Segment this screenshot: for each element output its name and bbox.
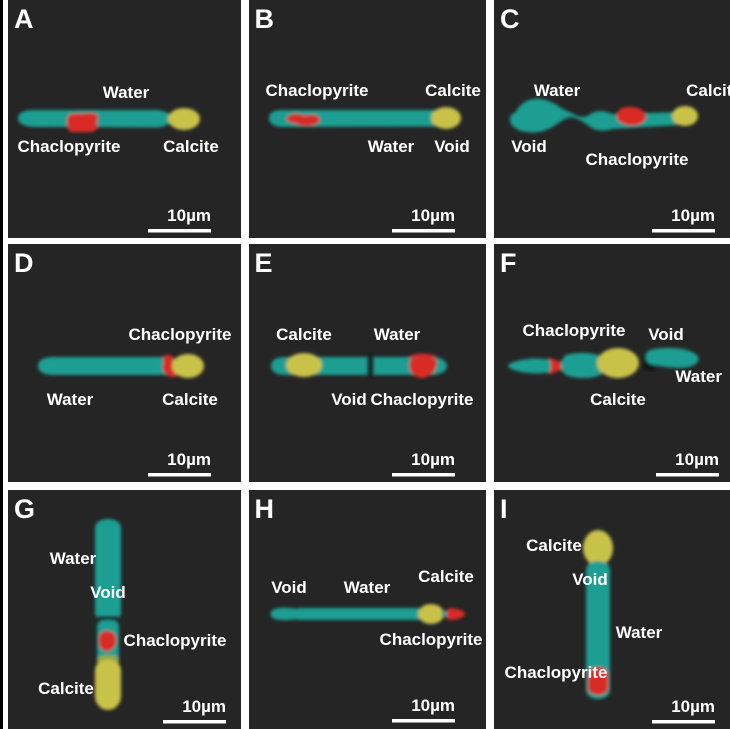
svg-text:Water: Water: [616, 623, 663, 642]
svg-text:10µm: 10µm: [675, 450, 719, 469]
svg-text:Calcite: Calcite: [425, 81, 481, 100]
svg-text:10µm: 10µm: [167, 450, 211, 469]
svg-text:Calcite: Calcite: [590, 390, 646, 409]
svg-text:Calcite: Calcite: [418, 567, 474, 586]
svg-text:Water: Water: [367, 137, 414, 156]
svg-text:Chaclopyrite: Chaclopyrite: [129, 325, 232, 344]
svg-text:Water: Water: [103, 83, 150, 102]
svg-text:Calcite: Calcite: [686, 81, 730, 100]
svg-text:Void: Void: [331, 390, 367, 409]
svg-text:Void: Void: [90, 583, 126, 602]
svg-text:Void: Void: [648, 325, 684, 344]
svg-text:10µm: 10µm: [671, 206, 715, 225]
svg-text:Water: Water: [373, 325, 420, 344]
svg-text:10µm: 10µm: [182, 697, 226, 716]
svg-text:Calcite: Calcite: [162, 390, 218, 409]
svg-text:Chaclopyrite: Chaclopyrite: [379, 630, 482, 649]
svg-text:Water: Water: [675, 367, 722, 386]
svg-text:Void: Void: [434, 137, 470, 156]
svg-text:Water: Water: [50, 549, 97, 568]
svg-text:Water: Water: [343, 578, 390, 597]
svg-text:Calcite: Calcite: [526, 536, 582, 555]
svg-text:10µm: 10µm: [411, 206, 455, 225]
svg-text:Water: Water: [47, 390, 94, 409]
svg-text:Void: Void: [511, 137, 547, 156]
svg-text:Chaclopyrite: Chaclopyrite: [505, 663, 608, 682]
svg-text:Chaclopyrite: Chaclopyrite: [523, 321, 626, 340]
svg-text:10µm: 10µm: [411, 696, 455, 715]
svg-text:Calcite: Calcite: [163, 137, 219, 156]
svg-text:Chaclopyrite: Chaclopyrite: [124, 631, 227, 650]
svg-text:Chaclopyrite: Chaclopyrite: [265, 81, 368, 100]
svg-text:10µm: 10µm: [167, 206, 211, 225]
svg-text:10µm: 10µm: [411, 450, 455, 469]
svg-text:Calcite: Calcite: [38, 679, 94, 698]
svg-text:Void: Void: [271, 578, 307, 597]
svg-text:Void: Void: [572, 570, 608, 589]
svg-text:Chaclopyrite: Chaclopyrite: [370, 390, 473, 409]
svg-text:Calcite: Calcite: [276, 325, 332, 344]
svg-text:Water: Water: [534, 81, 581, 100]
svg-text:Chaclopyrite: Chaclopyrite: [18, 137, 121, 156]
svg-text:10µm: 10µm: [671, 697, 715, 716]
svg-text:Chaclopyrite: Chaclopyrite: [586, 150, 689, 169]
